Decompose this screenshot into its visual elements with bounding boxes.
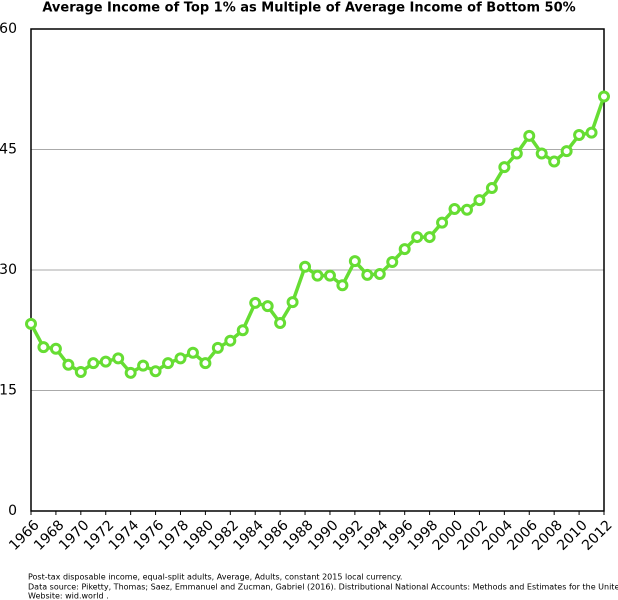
data-point bbox=[137, 359, 150, 372]
data-point bbox=[149, 365, 162, 378]
y-tick-label: 15 bbox=[0, 383, 17, 399]
plot-frame bbox=[30, 28, 605, 512]
data-point bbox=[336, 279, 349, 292]
data-point bbox=[74, 366, 87, 379]
data-point bbox=[37, 341, 50, 354]
y-tick-label: 30 bbox=[0, 262, 17, 278]
y-tick-label: 60 bbox=[0, 21, 17, 37]
data-point bbox=[373, 268, 386, 281]
y-tick-label: 0 bbox=[8, 503, 17, 519]
footnote: Post-tax disposable income, equal-split … bbox=[28, 573, 402, 582]
data-point bbox=[473, 194, 486, 207]
data-point bbox=[323, 269, 336, 282]
data-point bbox=[87, 357, 100, 370]
data-point bbox=[162, 357, 175, 370]
data-point bbox=[535, 147, 548, 160]
data-point bbox=[398, 243, 411, 256]
data-point bbox=[186, 346, 199, 359]
data-point bbox=[448, 202, 461, 215]
data-point bbox=[498, 161, 511, 174]
data-point bbox=[573, 129, 586, 142]
data-point bbox=[348, 255, 361, 268]
data-point bbox=[411, 231, 424, 244]
data-point bbox=[299, 260, 312, 273]
data-point bbox=[261, 300, 274, 313]
data-point bbox=[286, 296, 299, 309]
data-point bbox=[224, 334, 237, 347]
data-point bbox=[211, 341, 224, 354]
chart-title: Average Income of Top 1% as Multiple of … bbox=[42, 1, 575, 16]
data-point bbox=[460, 203, 473, 216]
data-point bbox=[49, 342, 62, 355]
data-point bbox=[62, 358, 75, 371]
data-point bbox=[523, 129, 536, 142]
footnote: Website: wid.world . bbox=[28, 592, 109, 600]
data-point bbox=[361, 268, 374, 281]
y-tick-label: 45 bbox=[0, 142, 17, 158]
data-point bbox=[112, 352, 125, 365]
data-point bbox=[236, 324, 249, 337]
data-point bbox=[174, 352, 187, 365]
data-point bbox=[99, 355, 112, 368]
data-point bbox=[311, 269, 324, 282]
data-point bbox=[560, 145, 573, 158]
data-line bbox=[29, 95, 606, 376]
data-point bbox=[436, 216, 449, 229]
data-point bbox=[386, 255, 399, 268]
data-point bbox=[598, 90, 610, 103]
data-point bbox=[199, 357, 212, 370]
data-point bbox=[124, 366, 137, 379]
footnote: Data source: Piketty, Thomas; Saez, Emma… bbox=[28, 583, 618, 592]
data-point bbox=[548, 155, 561, 168]
data-point bbox=[510, 147, 523, 160]
data-point bbox=[485, 182, 498, 195]
data-point bbox=[585, 126, 598, 139]
data-point bbox=[274, 317, 287, 330]
data-point bbox=[25, 317, 37, 330]
data-point bbox=[249, 296, 262, 309]
data-point bbox=[423, 231, 436, 244]
